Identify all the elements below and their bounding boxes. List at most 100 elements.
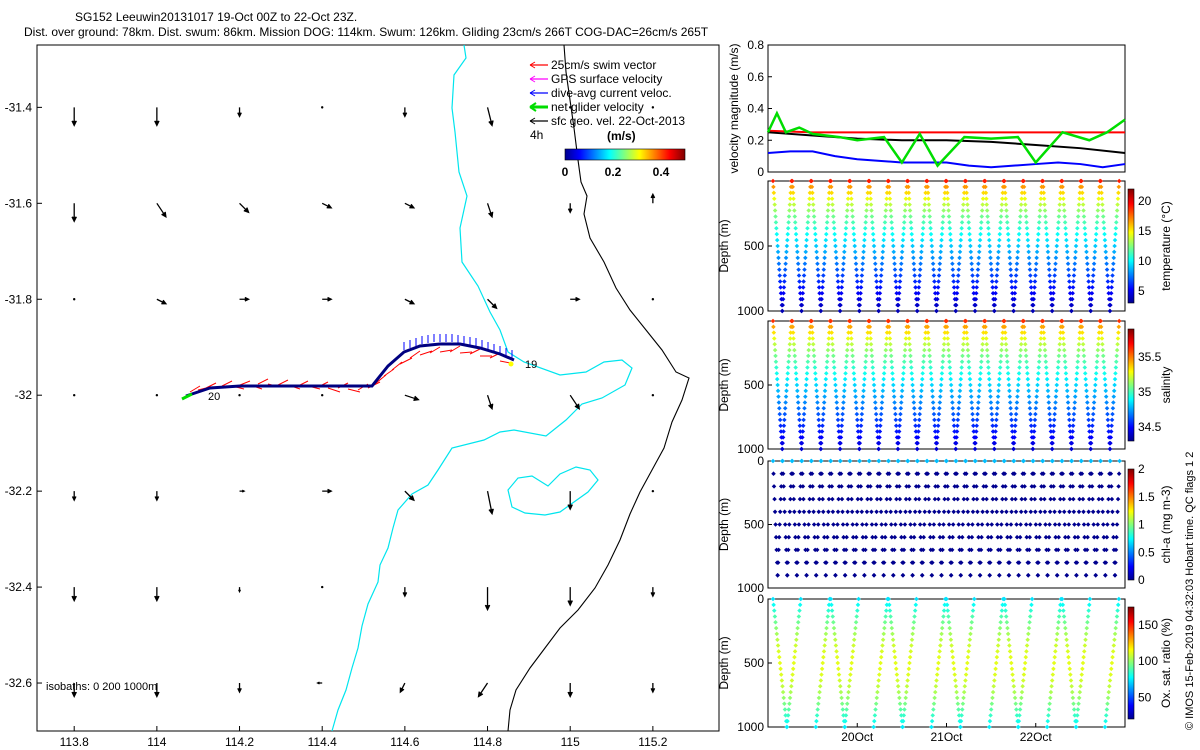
chla-panel-dot: [1025, 573, 1031, 578]
temperature-panel-dot: [878, 279, 884, 284]
temperature-panel-dot: [932, 285, 938, 290]
oxygen-panel-dot: [773, 625, 779, 631]
temperature-panel-dot: [814, 255, 820, 261]
chla-panel-dot: [968, 573, 973, 578]
salinity-panel-dot: [919, 382, 925, 388]
velocity-y-tick-label: 0.4: [747, 102, 764, 116]
temperature-panel-dot: [1062, 208, 1067, 213]
salinity-panel-dot: [822, 394, 827, 399]
salinity-panel-dot: [887, 336, 893, 341]
oxygen-panel-dot: [1086, 608, 1091, 613]
salinity-panel-dot: [855, 423, 860, 428]
salinity-panel-dot: [1024, 359, 1029, 364]
chla-panel-dot: [1076, 522, 1081, 527]
salinity-panel-dot: [1038, 336, 1044, 341]
temperature-panel-dot: [1109, 285, 1114, 290]
salinity-panel-dot: [1009, 423, 1015, 428]
chla-panel-dot: [1057, 496, 1063, 502]
chla-panel-dot: [960, 522, 966, 527]
salinity-panel-dot: [872, 394, 878, 399]
oxygen-panel-colorbar-tick-label: 150: [1138, 618, 1158, 632]
chla-panel-dot: [799, 458, 805, 464]
salinity-panel-dot: [1036, 365, 1042, 370]
temperature-panel-dot: [1032, 285, 1037, 290]
temperature-panel-dot: [893, 279, 899, 284]
surface-vector-point: [238, 393, 241, 397]
salinity-panel-dot: [897, 423, 902, 428]
salinity-panel-dot: [862, 376, 867, 382]
salinity-panel-dot: [1080, 336, 1085, 341]
salinity-panel-dot: [1079, 318, 1084, 324]
salinity-panel-dot: [793, 365, 798, 370]
salinity-panel-dot: [852, 388, 858, 394]
salinity-panel-dot: [955, 423, 960, 428]
salinity-panel-dot: [826, 330, 832, 335]
oxygen-panel-dot: [1080, 666, 1085, 672]
salinity-panel-dot: [1035, 382, 1040, 388]
chla-panel-dot: [948, 573, 954, 578]
temperature-panel-dot: [877, 296, 882, 302]
chla-panel-dot: [787, 509, 793, 515]
salinity-panel-dot: [970, 411, 975, 417]
salinity-panel-dot: [877, 429, 883, 434]
chla-panel-colorbar-tick-label: 0.5: [1138, 545, 1155, 559]
temperature-panel-dot: [816, 273, 821, 278]
salinity-panel-dot: [778, 423, 783, 428]
salinity-panel-dot: [846, 330, 851, 335]
chla-panel-dot: [1032, 496, 1038, 502]
salinity-panel-dot: [968, 382, 973, 388]
oxygen-panel-dot: [838, 689, 844, 695]
chla-panel-dot: [906, 471, 911, 476]
oxygen-panel-dot: [1081, 654, 1086, 660]
salinity-panel-dot: [824, 371, 829, 376]
temperature-panel-dot: [1069, 302, 1075, 308]
temperature-panel-dot: [822, 255, 827, 261]
temperature-panel-dot: [854, 267, 859, 272]
salinity-panel-dot: [940, 365, 945, 370]
temperature-panel-dot: [1090, 279, 1096, 284]
chla-panel-dot: [951, 496, 957, 502]
salinity-panel-dot: [1063, 365, 1068, 370]
chla-panel-dot: [1048, 484, 1054, 489]
salinity-panel-dot: [845, 342, 850, 347]
oxygen-panel-dot: [836, 666, 841, 672]
salinity-panel-dot: [1053, 400, 1058, 405]
oxygen-panel-dot: [958, 724, 963, 730]
legend-item-current: dive-avg current veloc.: [529, 86, 672, 100]
temperature-panel-dot: [937, 261, 943, 266]
oxygen-panel-dot: [894, 672, 900, 677]
salinity-panel-dot: [925, 330, 931, 335]
temperature-panel-dot: [1065, 261, 1071, 266]
chla-panel-dot: [1023, 522, 1029, 527]
chla-panel-dot: [864, 509, 870, 515]
chla-panel-dot: [1110, 509, 1115, 515]
salinity-panel-dot: [903, 342, 908, 347]
oxygen-panel-dot: [935, 666, 941, 672]
salinity-panel-dot: [1026, 388, 1031, 394]
salinity-panel-dot: [932, 429, 938, 434]
temperature-panel-dot: [781, 291, 786, 296]
salinity-panel-dot: [939, 376, 944, 382]
salinity-panel-dot: [1033, 406, 1039, 411]
salinity-panel-dot: [779, 446, 785, 452]
salinity-panel-dot: [1081, 347, 1086, 353]
chla-panel-y-label: Depth (m): [717, 498, 731, 551]
temperature-panel-dot: [1116, 190, 1121, 196]
salinity-panel-dot: [986, 371, 992, 376]
salinity-panel-dot: [1102, 376, 1108, 382]
salinity-panel-dot: [887, 330, 892, 335]
surface-vector-arrow: [156, 202, 167, 219]
chla-panel-dot: [1100, 509, 1106, 515]
salinity-panel-dot: [785, 376, 790, 382]
chla-panel-dot: [875, 484, 880, 489]
temperature-panel-dot: [992, 308, 997, 314]
salinity-panel-y-tick-label: 1000: [737, 442, 764, 456]
salinity-panel-dot: [994, 411, 1000, 417]
salinity-panel-dot: [946, 353, 952, 359]
map-x-tick-label: 114.4: [308, 735, 337, 749]
chla-panel-dot: [1022, 484, 1027, 489]
temperature-panel-dot: [798, 291, 803, 296]
salinity-panel-dot: [942, 330, 948, 335]
temperature-panel-dot: [1100, 202, 1105, 207]
oxygen-panel-dot: [1107, 684, 1112, 689]
